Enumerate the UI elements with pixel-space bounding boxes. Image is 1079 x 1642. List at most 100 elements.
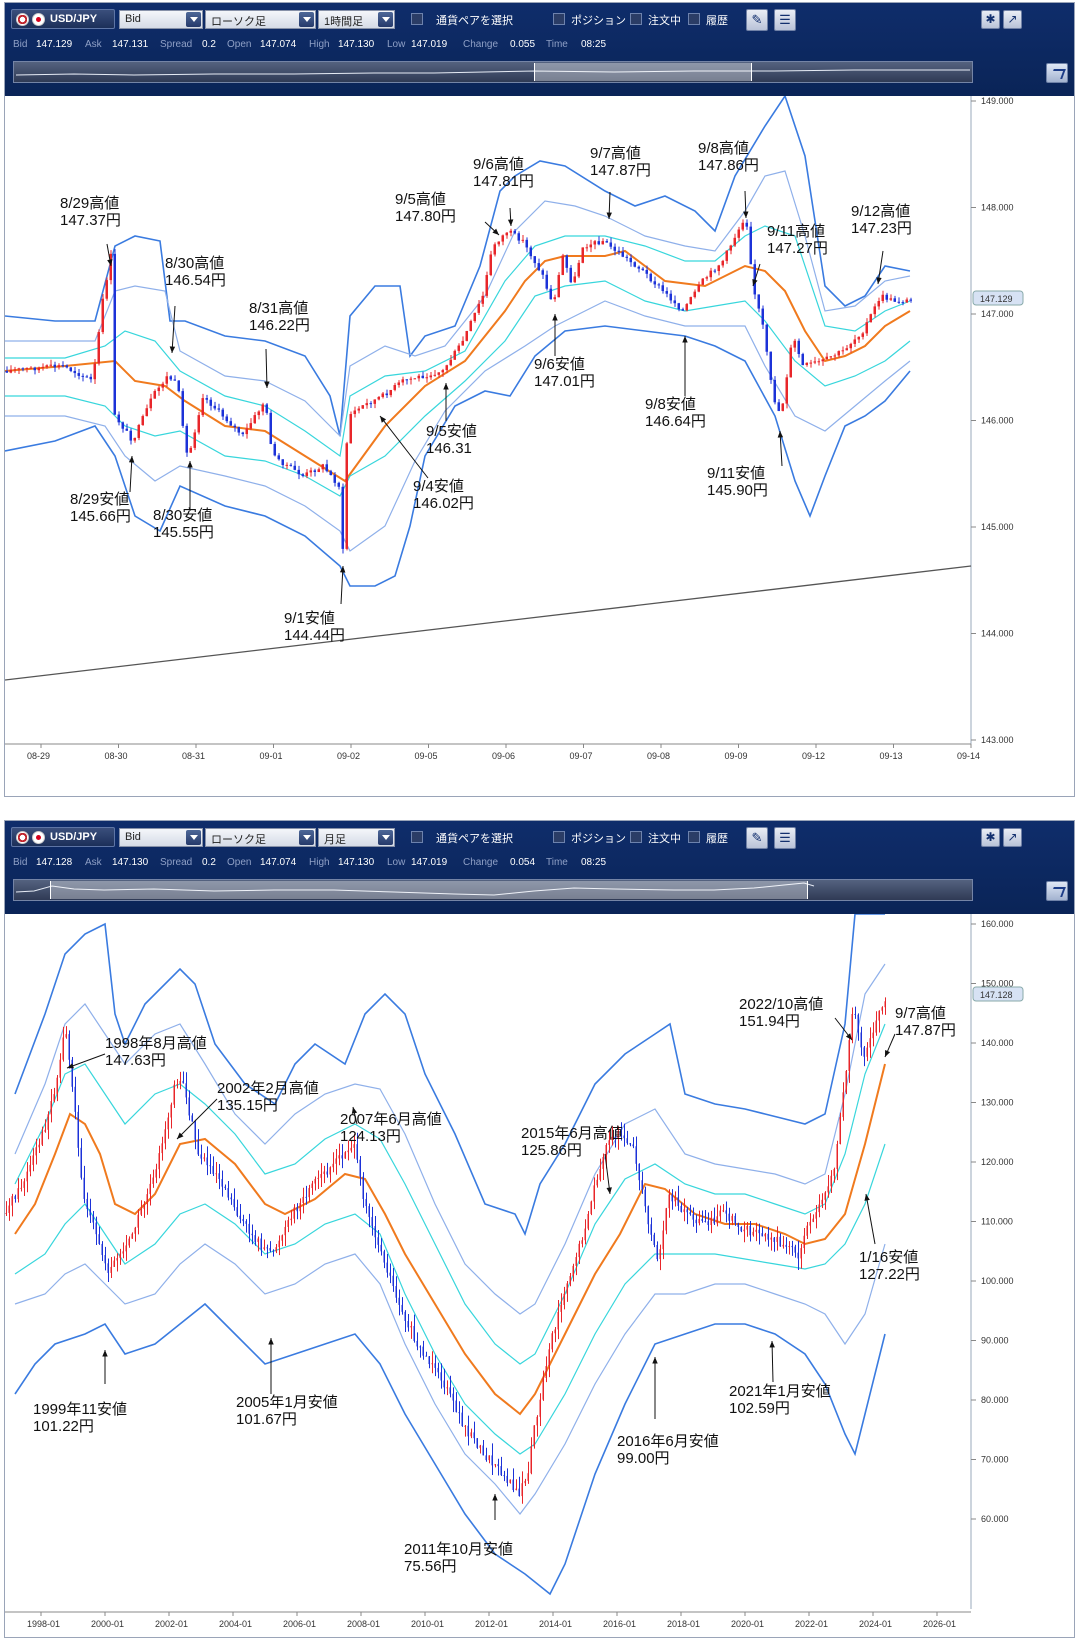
bollinger-band-line [5,225,911,458]
y-tick-label: 144.000 [981,629,1014,639]
timeframe-select[interactable]: 月足 [318,828,395,847]
candle [501,234,504,246]
candle [189,446,192,453]
annotation-text: 146.31 [426,440,472,457]
candle [833,353,836,361]
chart-edit-icon[interactable]: ✎ [746,9,768,31]
x-tick-label: 08-30 [105,751,128,761]
candle [781,403,784,412]
candle [44,1119,46,1133]
candle [533,1425,535,1449]
candle [68,1030,70,1069]
annotation-text: 145.55円 [153,524,214,541]
candle [65,364,68,369]
candle [261,402,264,416]
candle [541,268,544,280]
navigator-toggle-icon[interactable] [1046,881,1068,901]
annotation-text: 147.80円 [395,208,456,225]
candle [581,247,584,264]
pair-select-checkbox[interactable] [411,831,423,843]
candle [362,1172,364,1208]
expand-icon[interactable]: ↗ [1003,828,1022,847]
candle [503,1470,505,1482]
navigator-bar[interactable] [13,879,973,901]
candle [489,250,492,277]
annotation-text: 9/6安値 [534,356,585,373]
candle [278,1235,280,1256]
bollinger-band-line [5,280,911,497]
candle [830,1170,832,1193]
candle [605,238,608,243]
orders-checkbox[interactable] [630,13,642,25]
candle [353,1133,355,1159]
bollinger-band-line [14,1243,886,1515]
high-label: High [309,39,330,50]
price-type-select[interactable]: Bid [119,828,203,847]
chart-type-select[interactable]: ローソク足 [205,10,316,29]
position-checkbox[interactable] [553,831,565,843]
hourly-candlestick-chart[interactable]: 149.000 148.000 147.000 146.000 145.000 144.0… [5,96,1074,796]
navigator-toggle-icon[interactable] [1046,63,1068,83]
navigator-bar[interactable] [13,61,973,83]
chart-list-icon[interactable]: ☰ [774,9,796,31]
candle [641,1171,643,1194]
bid-value: 147.129 [36,39,73,50]
gear-icon[interactable]: ✱ [981,10,1000,29]
history-checkbox[interactable] [688,13,700,25]
bollinger-band-line [5,300,911,552]
candle [308,1184,310,1202]
chart-type-select[interactable]: ローソク足 [205,828,316,847]
candle [833,1167,835,1183]
change-value: 0.054 [510,857,536,868]
navigator-window[interactable] [50,881,808,899]
candle [188,1090,190,1121]
candle [317,1170,319,1190]
x-tick-label: 09-07 [570,751,593,761]
candle [353,406,356,418]
quote-bar: Bid 147.129 Ask 147.131 Spread 0.2 Open … [5,39,1074,55]
candle [113,1256,115,1267]
candle [357,406,360,414]
x-tick-label: 09-02 [337,751,360,761]
candle [851,1007,853,1044]
candle [177,379,180,393]
candle [365,1192,367,1214]
candle [381,391,384,399]
timeframe-select[interactable]: 1時間足 [318,10,395,29]
x-tick-label: 2016-01 [603,1619,636,1629]
candle [212,1156,214,1176]
x-tick-label: 09-13 [880,751,903,761]
chart-edit-icon[interactable]: ✎ [746,827,768,849]
monthly-candlestick-chart[interactable]: 160.000 150.000 140.000 130.000 120.000 110.0… [5,914,1074,1636]
candle [749,221,752,265]
candle [440,1363,442,1389]
candle [557,272,560,298]
candle [167,1112,169,1139]
gear-icon[interactable]: ✱ [981,828,1000,847]
symbol-button[interactable]: USD/JPY [11,9,115,29]
candle [521,234,524,243]
navigator-window[interactable] [534,63,752,81]
candle [272,1249,274,1257]
history-checkbox[interactable] [688,831,700,843]
expand-icon[interactable]: ↗ [1003,10,1022,29]
symbol-button[interactable]: USD/JPY [11,827,115,847]
candle [93,359,96,385]
bollinger-band-line [14,1023,886,1365]
candle [533,256,536,268]
chart-list-icon[interactable]: ☰ [774,827,796,849]
change-label: Change [463,39,499,50]
price-type-select[interactable]: Bid [119,10,203,29]
candle [791,1240,793,1256]
candle [479,1444,481,1454]
candle [601,238,604,245]
position-checkbox[interactable] [553,13,565,25]
pair-select-checkbox[interactable] [411,13,423,25]
orders-checkbox[interactable] [630,831,642,843]
candle [9,365,12,374]
candle [170,1102,172,1129]
candle [827,1174,829,1198]
